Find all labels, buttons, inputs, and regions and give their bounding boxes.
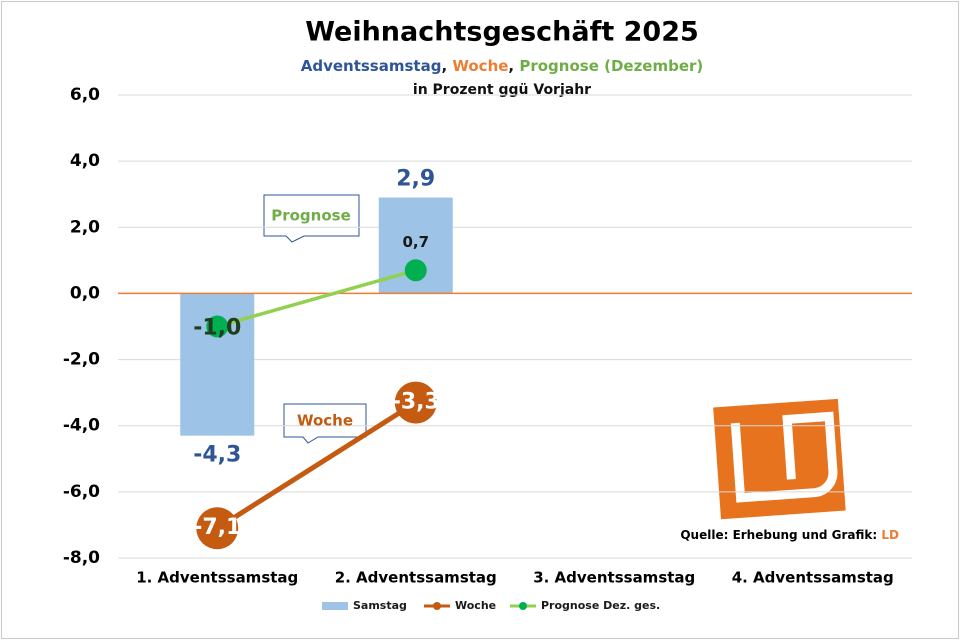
source: Quelle: Erhebung und Grafik: LD — [680, 528, 899, 542]
chart-title: Weihnachtsgeschäft 2025 — [305, 17, 699, 48]
subtitle-part: Adventssamstag — [301, 57, 442, 75]
line — [216, 268, 417, 329]
subtitle-part: Woche — [452, 57, 508, 75]
x-tick-label: 1. Adventssamstag — [136, 569, 298, 587]
y-tick-label: -8,0 — [63, 548, 100, 568]
annotation: Prognose — [271, 207, 351, 225]
x-tick-label: 4. Adventssamstag — [732, 569, 894, 587]
legend-label: Woche — [455, 599, 496, 612]
legend-label: Prognose Dez. ges. — [541, 599, 660, 612]
source-text: Quelle: Erhebung und Grafik: — [680, 528, 881, 542]
data-label: -3,3 — [392, 390, 440, 415]
data-label: -4,3 — [193, 443, 241, 468]
logo — [713, 398, 846, 520]
legend-label: Samstag — [353, 599, 407, 612]
marker — [394, 381, 437, 424]
callout-box — [263, 194, 360, 243]
data-label: 2,9 — [396, 167, 435, 192]
y-tick-label: 6,0 — [70, 85, 100, 105]
callout-box — [283, 403, 367, 444]
y-tick-label: 0,0 — [70, 283, 100, 303]
x-tick-label: 2. Adventssamstag — [335, 569, 497, 587]
y-tick-label: 4,0 — [70, 151, 100, 171]
marker — [196, 507, 239, 550]
subtitle-part: , — [441, 57, 452, 75]
chart-subtitle-2: in Prozent ggü Vorjahr — [413, 82, 591, 98]
legend-swatch — [322, 602, 348, 610]
marker — [206, 315, 229, 338]
subtitle-part: , — [508, 57, 519, 75]
legend-swatch — [519, 602, 527, 610]
annotation: Woche — [297, 412, 353, 430]
legend-swatch — [433, 602, 441, 610]
chart-subtitle: Adventssamstag, Woche, Prognose (Dezembe… — [301, 57, 704, 75]
data-label: 0,7 — [402, 233, 429, 251]
subtitle-part: Prognose (Dezember) — [519, 57, 703, 75]
y-tick-label: -2,0 — [63, 350, 100, 370]
y-tick-label: -6,0 — [63, 482, 100, 502]
data-label: -1,0 — [193, 316, 241, 341]
source-brand: LD — [881, 528, 899, 542]
line — [215, 400, 418, 531]
data-label: -7,1 — [193, 515, 241, 540]
marker — [404, 259, 427, 282]
y-tick-label: 2,0 — [70, 217, 100, 237]
y-tick-label: -4,0 — [63, 416, 100, 436]
x-tick-label: 3. Adventssamstag — [533, 569, 695, 587]
